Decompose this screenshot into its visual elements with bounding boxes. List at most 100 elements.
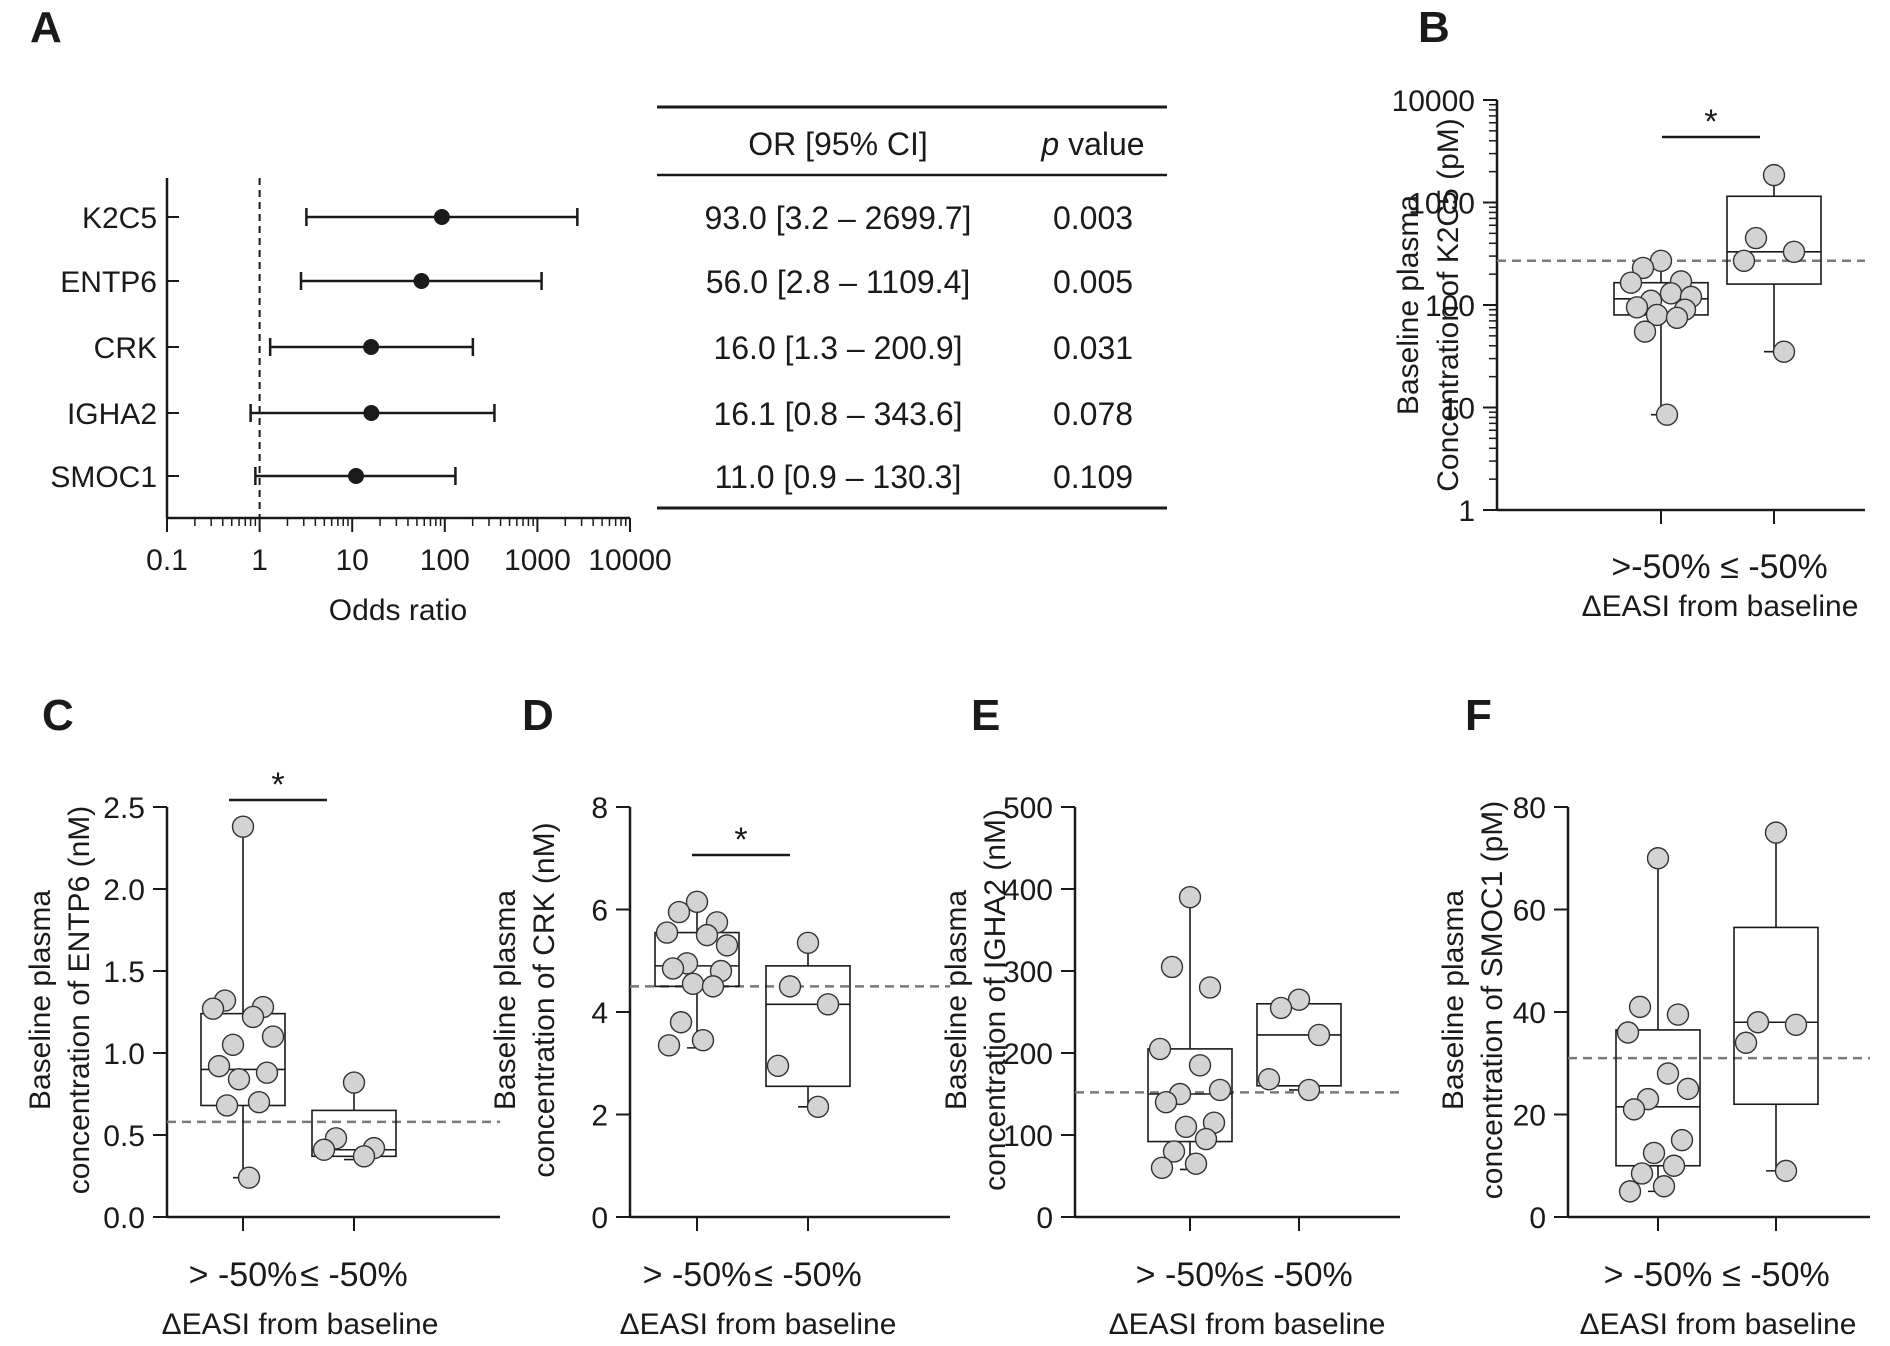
data-point [1732,249,1756,272]
data-point [255,1061,279,1084]
y-tick-label: 2.0 [103,874,145,907]
data-point [1772,340,1796,363]
x-category-label: > -50% [643,1256,752,1294]
y-tick-label: 6 [591,895,608,928]
panel-d-crk-boxplot: D 0 2 4 6 8 Baseline plasma concentration of CR… [489,691,950,1341]
data-point [766,1054,790,1078]
iqr-box [1726,195,1822,285]
x-axis-title: ΔEASI from baseline [162,1308,439,1341]
data-point [1150,1156,1174,1180]
data-point [1148,1037,1172,1061]
x-axis-title: ΔEASI from baseline [1582,590,1859,623]
row-label: ENTP6 [60,266,157,299]
data-point [695,923,719,947]
y-axis-title-line2: concentration of ENTP6 (nM) [63,806,96,1195]
data-point [1630,1162,1654,1185]
data-point [1628,995,1652,1019]
iqr-box [1615,1029,1701,1167]
x-tick-label: 10000 [588,544,671,577]
data-point [1194,1127,1218,1151]
data-point [1208,1078,1232,1102]
or-point [413,273,430,289]
x-tick-label: 100 [420,544,470,577]
data-point [247,1090,271,1114]
iqr-box [1147,1048,1233,1143]
data-point [661,957,685,980]
x-category-label: > -50% [1136,1256,1245,1294]
iqr-box [1733,926,1819,1106]
table-p-cell: 0.003 [1053,200,1133,236]
data-point [1665,306,1689,330]
x-tick-label: 10 [336,544,369,577]
x-category-label: > -50% [189,1256,298,1294]
data-point [1178,886,1202,909]
data-point [681,972,705,996]
data-point [1734,1031,1758,1054]
x-category-label: >-50% [1611,548,1710,586]
table-or-cell: 16.0 [1.3 – 200.9] [713,330,962,366]
data-point [1297,1078,1321,1102]
data-point [1762,163,1786,187]
table-or-cell: 56.0 [2.8 – 1109.4] [706,264,971,300]
y-tick-label: 1.5 [103,956,145,989]
table-or-cell: 93.0 [3.2 – 2699.7] [705,200,972,236]
data-point [1622,1098,1646,1121]
data-point [1618,1180,1642,1203]
data-point [352,1145,376,1168]
y-tick-label: 1000 [1408,188,1475,221]
y-tick-label: 80 [1513,792,1546,825]
y-tick-label: 1 [1458,495,1475,528]
or-point [348,468,365,484]
x-axis-title: ΔEASI from baseline [1109,1308,1386,1341]
data-point [778,975,802,998]
x-category-label: > -50% [1604,1256,1713,1294]
data-point [1633,320,1657,343]
data-point [816,993,840,1016]
panel-letter-c: C [42,691,74,740]
y-tick-label: 400 [1003,874,1053,907]
y-tick-label: 2.5 [103,792,145,825]
y-axis-title-line2: concentration of SMOC1 (pM) [1476,801,1509,1199]
x-category-label: ≤ -50% [1245,1256,1352,1294]
y-axis-title-line1: Baseline plasma [1437,890,1470,1110]
data-point [1269,996,1293,1020]
data-point [1764,821,1788,844]
y-tick-label: 0.5 [103,1120,145,1153]
x-category-label: ≤ -50% [1722,1256,1829,1294]
data-point [1774,1159,1798,1183]
data-point [657,1034,681,1057]
table-p-cell: 0.078 [1053,396,1133,432]
x-axis-title: ΔEASI from baseline [1580,1308,1857,1341]
x-category-label: ≤ -50% [300,1256,407,1294]
table-or-cell: 16.1 [0.8 – 343.6] [713,396,962,432]
data-point [1162,1140,1186,1163]
panel-e-igha2-boxplot: E 0 100 200 300 400 500 Baseline plasma concentr… [940,691,1400,1341]
data-point [1154,1090,1178,1114]
data-point [221,1033,245,1057]
panel-letter-b: B [1418,3,1450,52]
table-p-cell: 0.109 [1053,459,1133,495]
data-point [667,900,691,924]
y-tick-label: 1.0 [103,1038,145,1071]
y-tick-label: 4 [591,997,608,1030]
y-tick-label: 10 [1442,393,1475,426]
data-point [701,975,725,998]
data-point [655,921,679,944]
data-point [1198,976,1222,999]
y-tick-label: 2 [591,1100,608,1133]
table-header-p-value: p value [1040,126,1144,162]
data-point [241,1005,265,1029]
data-point [1676,1077,1700,1101]
data-point [715,934,739,957]
y-tick-label: 40 [1513,997,1546,1030]
y-axis-title-line1: Baseline plasma [24,890,57,1110]
y-tick-label: 20 [1513,1100,1546,1133]
row-label: SMOC1 [50,461,157,494]
panel-letter-e: E [971,691,1000,740]
or-point [433,209,450,225]
data-point [1670,1128,1694,1152]
data-point [691,1028,715,1052]
y-tick-label: 0 [1036,1202,1053,1235]
data-point [1631,256,1655,280]
or-point [363,405,380,421]
